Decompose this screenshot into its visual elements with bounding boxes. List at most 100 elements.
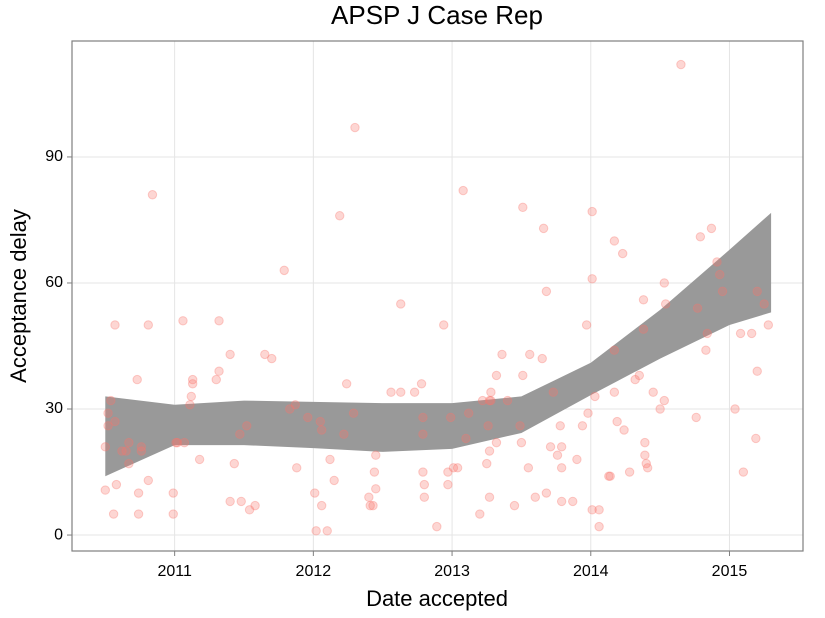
point: [537, 353, 547, 364]
point: [594, 505, 604, 515]
point: [365, 500, 375, 511]
point: [594, 521, 604, 532]
point: [214, 316, 224, 326]
point: [103, 421, 113, 431]
point: [712, 257, 722, 267]
point: [530, 492, 540, 502]
point: [341, 379, 352, 389]
point: [187, 379, 198, 389]
point: [168, 509, 178, 519]
point: [730, 404, 740, 414]
chart-title: APSP J Case Rep: [331, 0, 543, 30]
points: [100, 59, 774, 536]
point: [541, 488, 552, 498]
point: [250, 500, 260, 511]
point: [515, 421, 525, 431]
point: [396, 299, 406, 309]
point: [497, 349, 507, 360]
point: [103, 408, 113, 418]
point: [648, 387, 658, 397]
point: [568, 496, 578, 507]
point: [418, 429, 428, 439]
point: [143, 320, 153, 330]
point: [706, 223, 717, 234]
point: [587, 206, 597, 217]
point: [541, 286, 552, 297]
point: [111, 479, 122, 490]
point: [464, 408, 474, 418]
point: [581, 320, 592, 330]
point: [617, 248, 628, 259]
point: [409, 387, 420, 397]
x-tick-label: 2012: [296, 563, 332, 580]
point: [285, 404, 295, 414]
point: [655, 404, 665, 414]
point: [124, 437, 134, 448]
point: [329, 475, 339, 486]
point: [132, 374, 142, 385]
point: [432, 521, 442, 532]
point: [267, 353, 277, 364]
x-tick-label: 2011: [157, 563, 192, 580]
point: [143, 475, 153, 486]
point: [242, 421, 252, 431]
point: [350, 122, 360, 133]
point: [518, 370, 528, 381]
point: [583, 408, 593, 418]
point: [386, 387, 396, 397]
point: [486, 387, 496, 397]
point: [587, 274, 597, 284]
point: [475, 509, 485, 519]
point: [178, 316, 188, 326]
y-tick-label: 30: [45, 400, 63, 417]
point: [659, 278, 669, 288]
point: [147, 190, 158, 200]
point: [396, 387, 406, 397]
point: [445, 412, 456, 423]
point: [612, 416, 622, 427]
point: [605, 471, 615, 481]
point: [640, 450, 650, 460]
point: [172, 437, 183, 448]
point: [552, 450, 563, 460]
point: [110, 320, 120, 330]
point: [609, 236, 620, 246]
point: [368, 500, 378, 511]
point: [491, 437, 502, 448]
y-tick-label: 60: [45, 274, 63, 291]
point: [168, 488, 178, 498]
point: [640, 437, 650, 448]
point: [692, 303, 703, 313]
point: [556, 442, 567, 452]
point: [619, 425, 629, 435]
point: [548, 387, 559, 397]
point: [587, 505, 597, 515]
point: [211, 374, 221, 385]
point: [110, 416, 120, 427]
point: [590, 391, 600, 402]
point: [717, 286, 728, 297]
x-tick-label: 2014: [573, 563, 609, 580]
point: [303, 412, 313, 423]
point: [630, 374, 640, 385]
point: [691, 412, 701, 423]
y-tick-label: 0: [54, 526, 63, 543]
point: [695, 232, 706, 242]
point: [316, 425, 327, 435]
point: [225, 349, 235, 360]
point: [659, 395, 669, 406]
point: [214, 366, 224, 376]
point: [752, 366, 762, 376]
point: [369, 467, 380, 477]
point: [701, 345, 711, 355]
point: [371, 450, 381, 460]
point: [751, 433, 761, 444]
point: [638, 295, 649, 305]
point: [418, 412, 428, 423]
point: [746, 328, 757, 339]
point: [325, 454, 335, 465]
point: [348, 408, 359, 418]
point: [260, 349, 270, 360]
point: [763, 320, 774, 330]
